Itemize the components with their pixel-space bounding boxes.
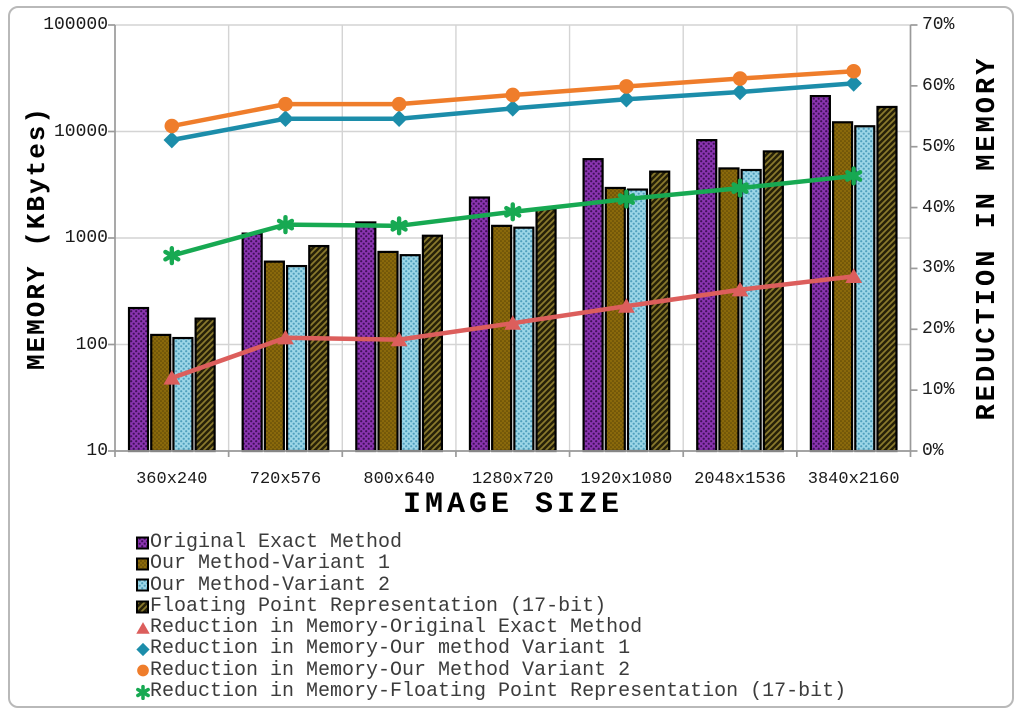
bar [241,232,263,453]
legend-swatch-marker-circle [137,665,149,677]
y-right-tick-label: 30% [922,258,955,279]
bar [604,186,626,453]
bar [491,224,513,453]
bar [308,244,330,453]
y-left-tick-label: 10 [86,441,108,461]
legend: Original Exact Method Our Method-Variant… [136,532,846,702]
y-right-tick-label: 70% [922,15,955,35]
legend-item: Our Method-Variant 2 [136,573,846,597]
legend-item-label: Floating Point Representation (17-bit) [150,594,607,618]
legend-swatch-bar-purple [136,536,149,550]
y-right-tick-label: 40% [922,197,955,218]
legend-swatch-bar-dark [136,600,149,614]
bar [421,234,444,453]
x-tick-label: 360x240 [136,470,208,489]
legend-item-label: Our Method-Variant 1 [150,552,391,576]
bar [150,333,172,453]
bar [809,94,831,453]
bar [718,167,740,453]
right-axis-title: REDUCTION IN MEMORY [973,55,1003,421]
x-tick-label: 2048x1536 [694,470,786,489]
legend-item-label: Reduction in Memory-Original Exact Metho… [150,616,643,640]
legend-item: Reduction in Memory-Floating Point Repre… [136,681,846,702]
x-tick-label: 1920x1080 [580,470,673,489]
bar [263,260,285,453]
x-tick-label: 3840x2160 [807,470,900,489]
bar [513,226,535,453]
legend-item: Reduction in Memory-Original Exact Metho… [136,617,846,638]
legend-swatch-marker-star [136,684,150,700]
y-left-tick-label: 100 [75,334,108,355]
legend-item-label: Original Exact Method [150,531,403,554]
legend-item: Our Method-Variant 1 [136,552,846,576]
x-axis-title: IMAGE SIZE [402,488,624,522]
legend-item: Floating Point Representation (17-bit) [136,596,846,617]
legend-swatch-bar-olive [136,557,149,571]
y-right-tick-label: 0% [922,441,944,461]
bar [626,188,649,453]
bar [377,250,399,453]
bar [399,254,421,453]
bar [876,105,898,453]
legend-swatch-marker-triangle [136,621,150,634]
y-left-tick-label: 1000 [64,228,108,248]
y-right-tick-label: 50% [922,136,955,157]
y-right-tick-label: 20% [922,319,955,340]
bar [762,150,784,453]
x-tick-label: 720x576 [249,470,322,489]
legend-item: Original Exact Method [136,532,846,553]
bar [740,168,762,453]
bar [285,264,308,453]
legend-swatch-bar-cyan [136,578,149,592]
x-tick-label: 800x640 [363,470,435,489]
bar [194,317,216,453]
legend-swatch-marker-diamond [136,642,150,657]
y-right-tick-label: 10% [922,380,955,401]
bar [172,336,194,453]
bar [535,207,557,453]
bar [649,170,671,453]
bar [127,306,150,453]
legend-item-label: Reduction in Memory-Floating Point Repre… [150,680,847,704]
left-axis-title: MEMORY (KBytes) [22,105,52,371]
x-tick-label: 1280x720 [471,470,554,489]
legend-item-label: Reduction in Memory-Our Method Variant 2 [150,658,631,682]
y-left-tick-label: 10000 [53,121,108,142]
y-left-tick-label: 100000 [43,15,108,35]
bar [355,221,377,453]
legend-item: Reduction in Memory-Our method Variant 1 [136,637,846,661]
bar [468,196,491,453]
legend-item-label: Reduction in Memory-Our method Variant 1 [150,637,631,661]
legend-item: Reduction in Memory-Our Method Variant 2 [136,658,846,682]
y-right-tick-label: 60% [922,75,955,96]
legend-item-label: Our Method-Variant 2 [150,573,391,597]
